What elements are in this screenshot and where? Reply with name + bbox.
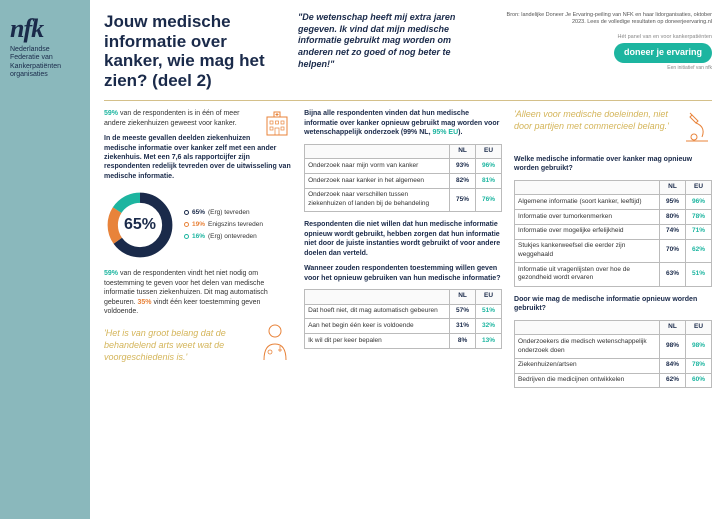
h-what-info: Welke medische informatie over kanker ma… (514, 155, 712, 174)
microscope-icon (682, 109, 712, 148)
column-3: 'Alleen voor medische doeleinden, niet d… (514, 109, 712, 509)
donut-chart: 65% 65% (Erg) tevreden 19% Enigszins tev… (104, 189, 292, 261)
header-quote: "De wetenschap heeft mij extra jaren geg… (298, 12, 478, 90)
p2-score: 7,6 (172, 154, 182, 161)
divider (104, 100, 712, 101)
donut-legend: 65% (Erg) tevreden 19% Enigszins tevrede… (184, 207, 263, 243)
p1-text: van de respondenten is in één of meer an… (104, 110, 239, 126)
stat-59b: 59% (104, 270, 118, 277)
table-consent: NLEU Dat hoeft niet, dit mag automatisch… (304, 289, 502, 349)
table-by-whom: NLEU Onderzoekers die medisch wetenschap… (514, 320, 712, 389)
sidebar: nfk Nederlandse Federatie van Kankerpati… (0, 0, 90, 519)
page-title: Jouw medische informatie over kanker, wi… (104, 12, 284, 90)
stat-59: 59% (104, 110, 118, 117)
quote-col1: 'Het is van groot belang dat de behandel… (104, 328, 252, 363)
table-research-type: NLEU Onderzoek naar mijn vorm van kanker… (304, 144, 502, 213)
logo-subtitle: Nederlandse Federatie van Kankerpatiënte… (10, 46, 80, 80)
column-1: 59% van de respondenten is in één of mee… (104, 109, 292, 509)
logo: nfk (10, 14, 80, 44)
quote-col3: 'Alleen voor medische doeleinden, niet d… (514, 109, 676, 148)
table-what-info: NLEU Algemene informatie (soort kanker, … (514, 180, 712, 287)
main-content: Jouw medische informatie over kanker, wi… (90, 0, 728, 519)
donut-center: 65% (124, 214, 156, 236)
badge-pretext: Hét panel van en voor kankerpatiënten (618, 34, 712, 41)
doctor-icon (258, 322, 292, 365)
source-text: Bron: landelijke Doneer Je Ervaring-peil… (492, 12, 712, 26)
badge: doneer je ervaring (614, 43, 712, 63)
h-consent: Wanneer zouden respondenten toestemming … (304, 264, 502, 283)
hospital-icon (262, 109, 292, 142)
p-concerns: Respondenten die niet willen dat hun med… (304, 220, 502, 258)
badge-subtext: Een initiatief van nfk (667, 65, 712, 72)
header: Jouw medische informatie over kanker, wi… (104, 12, 712, 90)
source-block: Bron: landelijke Doneer Je Ervaring-peil… (492, 12, 712, 90)
h-by-whom: Door wie mag de medische informatie opni… (514, 295, 712, 314)
column-2: Bijna alle respondenten vinden dat hun m… (304, 109, 502, 509)
